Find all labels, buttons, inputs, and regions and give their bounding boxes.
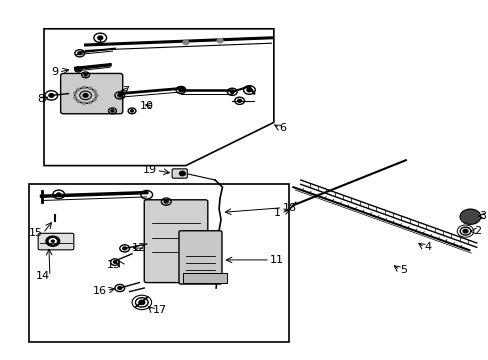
FancyBboxPatch shape: [172, 169, 187, 178]
Bar: [183, 273, 227, 283]
Text: 8: 8: [37, 94, 44, 104]
Circle shape: [83, 94, 88, 97]
Circle shape: [88, 102, 91, 104]
Circle shape: [77, 68, 80, 71]
Circle shape: [84, 74, 87, 76]
Circle shape: [95, 94, 98, 96]
Circle shape: [164, 200, 168, 203]
Text: 16: 16: [92, 285, 106, 296]
Text: 13: 13: [107, 260, 121, 270]
Circle shape: [179, 171, 185, 176]
Circle shape: [93, 99, 96, 101]
FancyBboxPatch shape: [144, 200, 207, 283]
Text: 2: 2: [473, 226, 481, 236]
Circle shape: [78, 52, 81, 55]
Circle shape: [118, 94, 122, 97]
Circle shape: [74, 92, 77, 94]
Circle shape: [461, 210, 478, 223]
Circle shape: [46, 236, 60, 246]
Circle shape: [113, 261, 116, 263]
Circle shape: [122, 247, 126, 250]
Circle shape: [49, 239, 56, 244]
Circle shape: [77, 88, 80, 90]
Circle shape: [49, 94, 54, 97]
Circle shape: [95, 94, 98, 96]
Text: 3: 3: [478, 211, 485, 221]
Circle shape: [82, 102, 85, 104]
Circle shape: [111, 110, 114, 112]
Circle shape: [183, 40, 188, 45]
Circle shape: [118, 287, 122, 289]
Circle shape: [179, 89, 183, 91]
Circle shape: [93, 90, 96, 92]
Circle shape: [77, 100, 80, 103]
Circle shape: [462, 229, 467, 233]
Text: 18: 18: [282, 203, 296, 213]
Circle shape: [246, 88, 251, 92]
Text: 17: 17: [152, 305, 166, 315]
Circle shape: [217, 39, 223, 43]
FancyBboxPatch shape: [38, 233, 74, 250]
FancyBboxPatch shape: [179, 231, 222, 284]
Text: 4: 4: [424, 242, 431, 252]
Circle shape: [237, 99, 241, 102]
Text: 12: 12: [131, 243, 145, 253]
Circle shape: [82, 86, 85, 89]
Text: 15: 15: [29, 228, 43, 238]
Text: 9: 9: [51, 67, 59, 77]
Circle shape: [51, 240, 54, 242]
Circle shape: [57, 193, 61, 196]
Circle shape: [98, 36, 102, 40]
Text: 1: 1: [274, 208, 281, 218]
Text: 5: 5: [399, 265, 406, 275]
Text: 19: 19: [142, 165, 156, 175]
Text: 11: 11: [269, 255, 284, 265]
Text: 6: 6: [279, 123, 286, 133]
Text: 7: 7: [122, 86, 129, 96]
Circle shape: [130, 110, 133, 112]
Text: 14: 14: [36, 271, 50, 281]
Circle shape: [88, 87, 91, 89]
Circle shape: [74, 96, 77, 99]
Circle shape: [230, 90, 234, 93]
Text: 10: 10: [140, 101, 154, 111]
Bar: [29, 184, 288, 342]
Circle shape: [139, 300, 144, 305]
FancyBboxPatch shape: [61, 73, 122, 114]
